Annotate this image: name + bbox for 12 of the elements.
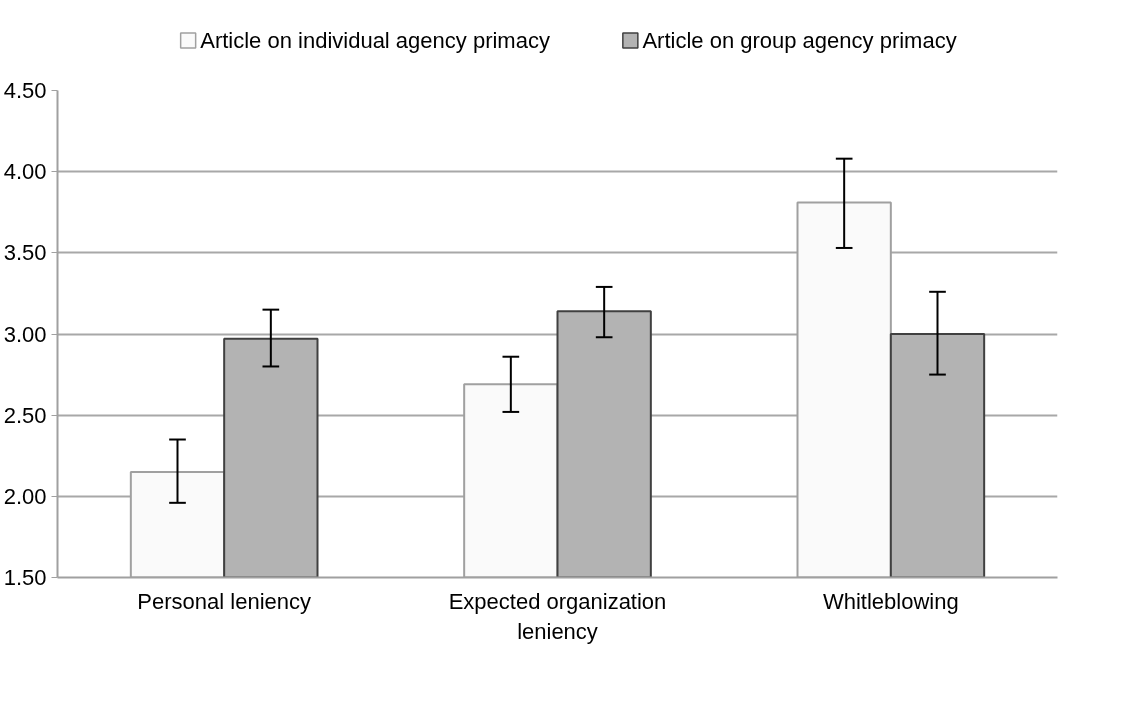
x-tick-label: Whitleblowing	[822, 588, 959, 614]
x-tick-label: Personal leniency	[137, 588, 312, 614]
y-tick-label: 2.00	[3, 483, 47, 509]
y-tick-label: 4.50	[3, 78, 47, 103]
y-tick-label: 1.50	[3, 565, 47, 590]
y-tick-label: 4.00	[3, 159, 47, 185]
legend-label: Article on individual agency primacy	[200, 28, 550, 53]
x-tick-label: Expected organization leniency	[448, 588, 667, 644]
y-tick-label: 2.50	[3, 402, 47, 428]
legend-label: Article on group agency primacy	[642, 28, 957, 53]
y-tick-label: 3.50	[3, 240, 47, 266]
y-tick-label: 3.00	[3, 321, 47, 347]
